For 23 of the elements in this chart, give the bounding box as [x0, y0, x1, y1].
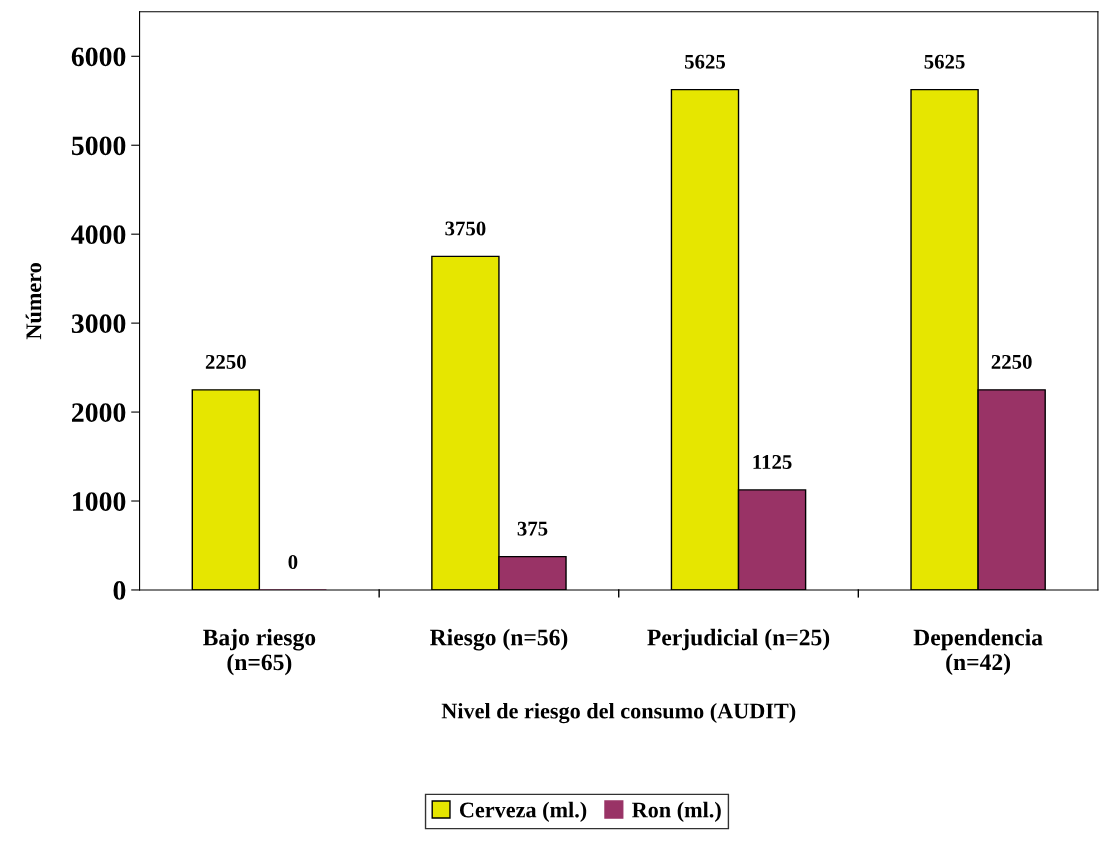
x-tick-label: Perjudicial (n=25): [647, 628, 830, 651]
y-tick-label: 6000: [71, 47, 126, 67]
data-label: 3750: [445, 221, 486, 236]
x-tick-label: Dependencia (n=42): [913, 628, 1043, 675]
data-label: 0: [288, 555, 298, 570]
y-tick-label: 3000: [71, 314, 126, 334]
x-axis-title: Nivel de riesgo del consumo (AUDIT): [441, 702, 796, 724]
data-label: 2250: [205, 354, 246, 369]
data-label: 5625: [684, 54, 726, 69]
x-tick-label: Bajo riesgo (n=65): [203, 628, 316, 676]
y-tick-label: 1000: [73, 492, 126, 511]
y-tick-label: 0: [113, 581, 126, 600]
y-axis-title: Número: [25, 263, 42, 340]
data-label: 375: [517, 521, 548, 536]
legend-label: Cerveza (ml.): [459, 801, 587, 822]
x-tick-label: Riesgo (n=56): [429, 628, 568, 651]
data-label: 1125: [753, 454, 792, 469]
y-tick-label: 2000: [71, 403, 126, 422]
data-label: 5625: [924, 54, 965, 69]
y-tick-label: 5000: [71, 136, 126, 156]
y-tick-label: 4000: [71, 225, 126, 245]
legend-label: Ron (ml.): [632, 801, 721, 822]
data-label: 2250: [991, 354, 1032, 369]
